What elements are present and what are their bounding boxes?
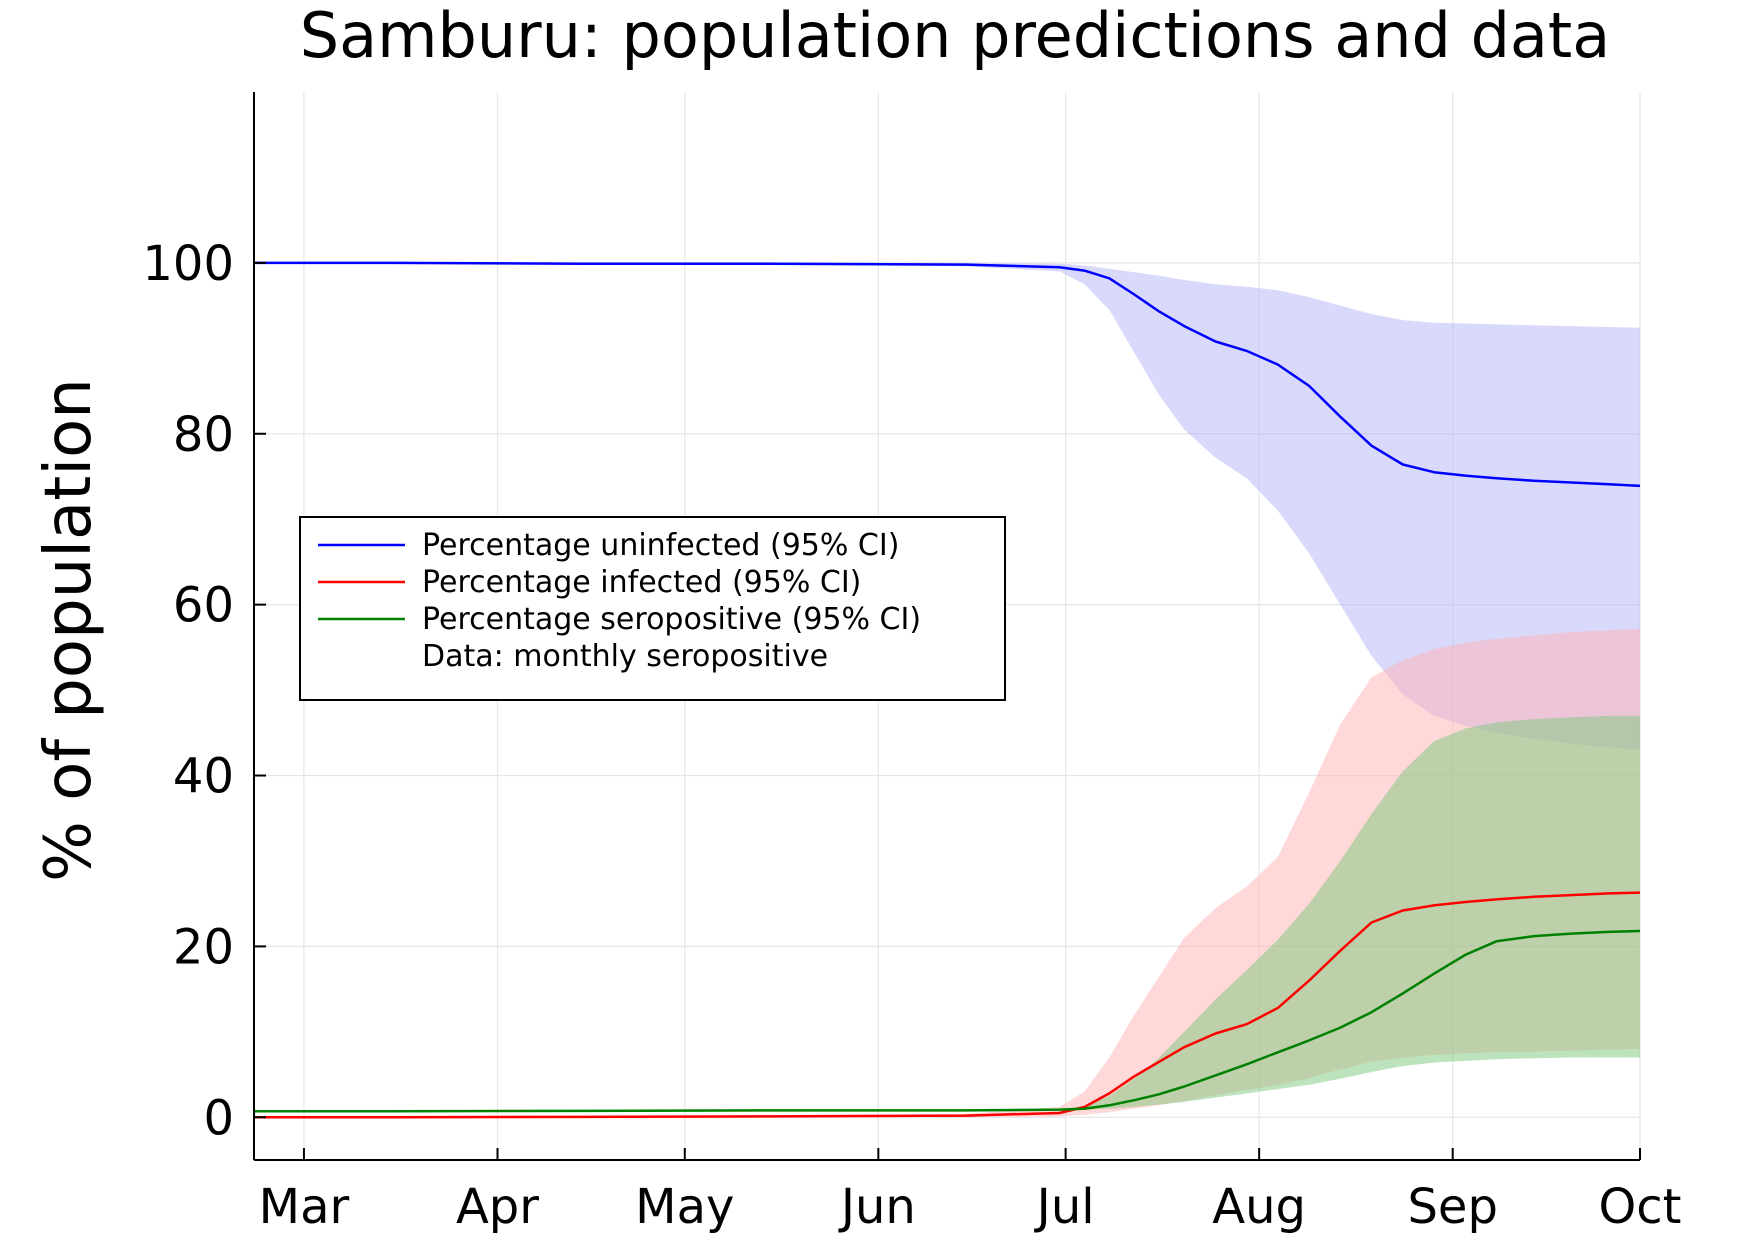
y-tick-label: 100: [142, 236, 234, 292]
legend-label: Data: monthly seropositive: [422, 639, 828, 674]
x-tick-label: Apr: [456, 1179, 539, 1235]
x-tick-label: Sep: [1407, 1179, 1497, 1235]
y-ticks: 0 20 40 60 80 100: [142, 236, 266, 1146]
line-percentage-uninfected-95-ci: [254, 261, 1641, 488]
legend-label: Percentage seropositive (95% CI): [422, 602, 921, 637]
chart-title: Samburu: population predictions and data: [300, 0, 1610, 72]
x-tick-label: Mar: [259, 1179, 350, 1235]
x-tick-label: May: [635, 1179, 734, 1235]
legend-label: Percentage uninfected (95% CI): [422, 528, 899, 563]
y-tick-label: 40: [173, 749, 234, 805]
x-tick-label: Jun: [838, 1179, 916, 1235]
x-ticks: Mar Apr May Jun Jul Aug Sep Oct: [259, 1148, 1682, 1235]
y-axis-label: % of population: [32, 378, 106, 882]
legend-box: [299, 516, 1006, 701]
band-percentage-seropositive-95-ci: [254, 715, 1640, 1112]
band-percentage-uninfected-95-ci: [254, 262, 1640, 750]
x-tick-label: Jul: [1034, 1179, 1095, 1235]
axes: [253, 92, 1640, 1161]
line-percentage-seropositive-95-ci: [254, 929, 1641, 1113]
line-percentage-infected-95-ci: [254, 891, 1641, 1119]
y-tick-label: 20: [173, 919, 234, 975]
legend-label: Percentage infected (95% CI): [422, 565, 861, 600]
y-tick-label: 0: [203, 1090, 234, 1146]
y-tick-label: 80: [173, 407, 234, 463]
x-tick-label: Aug: [1212, 1179, 1306, 1235]
legend: Percentage uninfected (95% CI)Percentage…: [299, 516, 1006, 701]
y-tick-label: 60: [173, 578, 234, 634]
series-lines: [254, 261, 1641, 1119]
x-tick-label: Oct: [1599, 1179, 1682, 1235]
